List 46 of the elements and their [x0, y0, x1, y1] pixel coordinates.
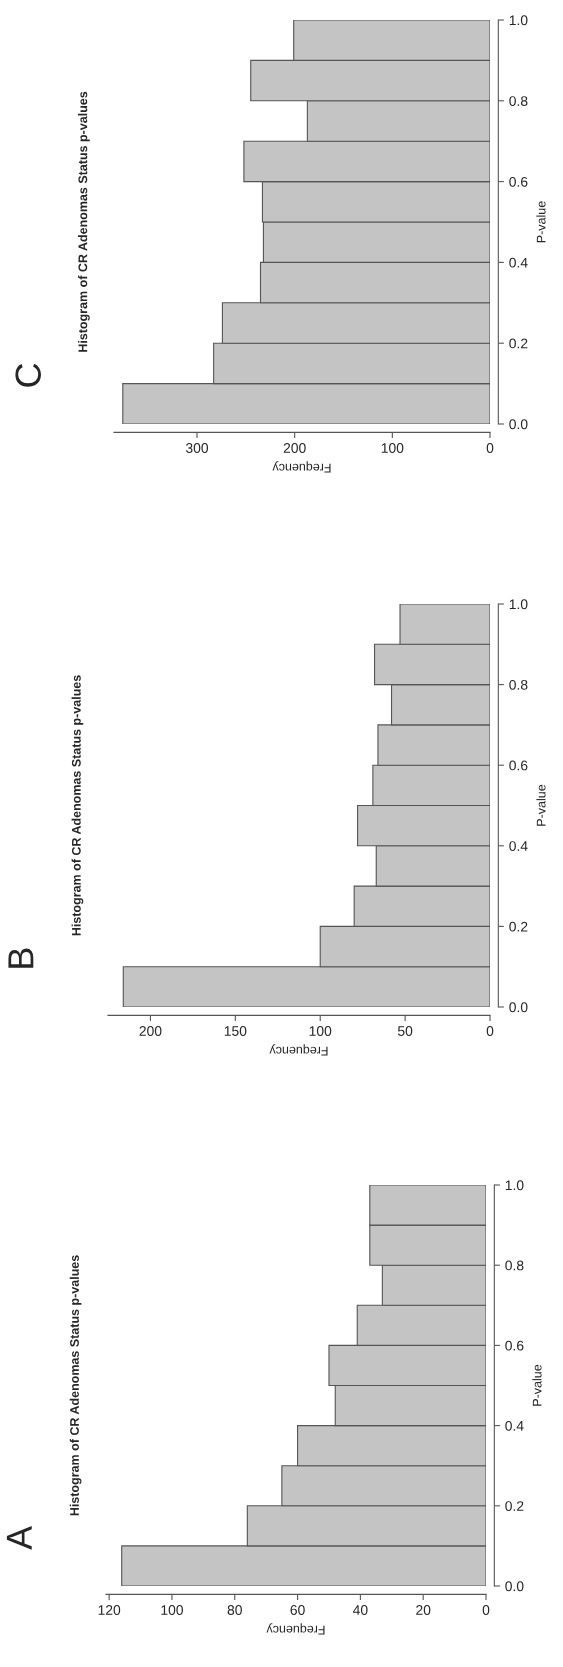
y-tick-label: 0.6	[509, 176, 528, 187]
x-tick-label: 150	[224, 1026, 247, 1036]
x-tick-label: 0	[486, 1026, 494, 1036]
text: Histogram of CR Adenomas Status p-values	[71, 675, 84, 936]
y-tick-label: 0.8	[509, 96, 528, 106]
x-tick-label: 40	[352, 1605, 368, 1615]
text: Histogram of CR Adenomas Status p-values	[78, 91, 90, 352]
x-tick-label: 100	[309, 1026, 332, 1036]
x-tick-label: 120	[98, 1605, 121, 1615]
y-tick-label: 0.2	[505, 1501, 524, 1511]
y-tick-label: 0.8	[505, 1260, 524, 1271]
x-axis-title: Frequency	[272, 461, 331, 473]
y-tick-label: 0.0	[509, 1002, 528, 1013]
y-tick-label: 0.8	[509, 679, 528, 690]
y-tick-label: 1.0	[509, 599, 528, 610]
y-tick-label: 0.0	[509, 419, 528, 430]
y-tick-label: 0.2	[509, 921, 528, 932]
x-tick-label: 100	[381, 443, 404, 453]
y-tick-label: 0.2	[509, 338, 528, 349]
y-tick-label: 1.0	[505, 1180, 524, 1191]
text: A	[6, 1525, 32, 1550]
y-tick-label: 0.6	[509, 760, 528, 771]
y-axis-title: P-value	[532, 1364, 542, 1406]
y-tick-label: 1.0	[509, 15, 528, 26]
y-tick-label: 0.0	[505, 1581, 524, 1592]
x-tick-label: 0	[482, 1605, 490, 1615]
text: Histogram of CR Adenomas Status p-values	[69, 1255, 82, 1516]
x-tick-label: 200	[283, 443, 306, 453]
x-tick-label: 100	[161, 1605, 183, 1615]
x-tick-label: 200	[139, 1026, 162, 1036]
y-tick-label: 0.4	[509, 257, 528, 268]
x-tick-label: 60	[290, 1605, 305, 1615]
x-tick-label: 300	[185, 443, 209, 453]
x-axis-title: Frequency	[266, 1623, 325, 1635]
x-axis-title: Frequency	[269, 1044, 328, 1056]
y-tick-label: 0.6	[505, 1340, 524, 1351]
y-axis-title: P-value	[536, 784, 546, 826]
x-tick-label: 80	[227, 1605, 242, 1615]
y-axis-title: P-value	[536, 201, 546, 243]
y-tick-label: 0.4	[505, 1420, 524, 1431]
y-tick-label: 0.4	[509, 841, 528, 851]
x-tick-label: 0	[486, 443, 494, 453]
x-tick-label: 50	[397, 1026, 413, 1036]
text: C	[15, 363, 41, 387]
x-tick-label: 20	[416, 1605, 431, 1615]
text: B	[8, 948, 34, 968]
